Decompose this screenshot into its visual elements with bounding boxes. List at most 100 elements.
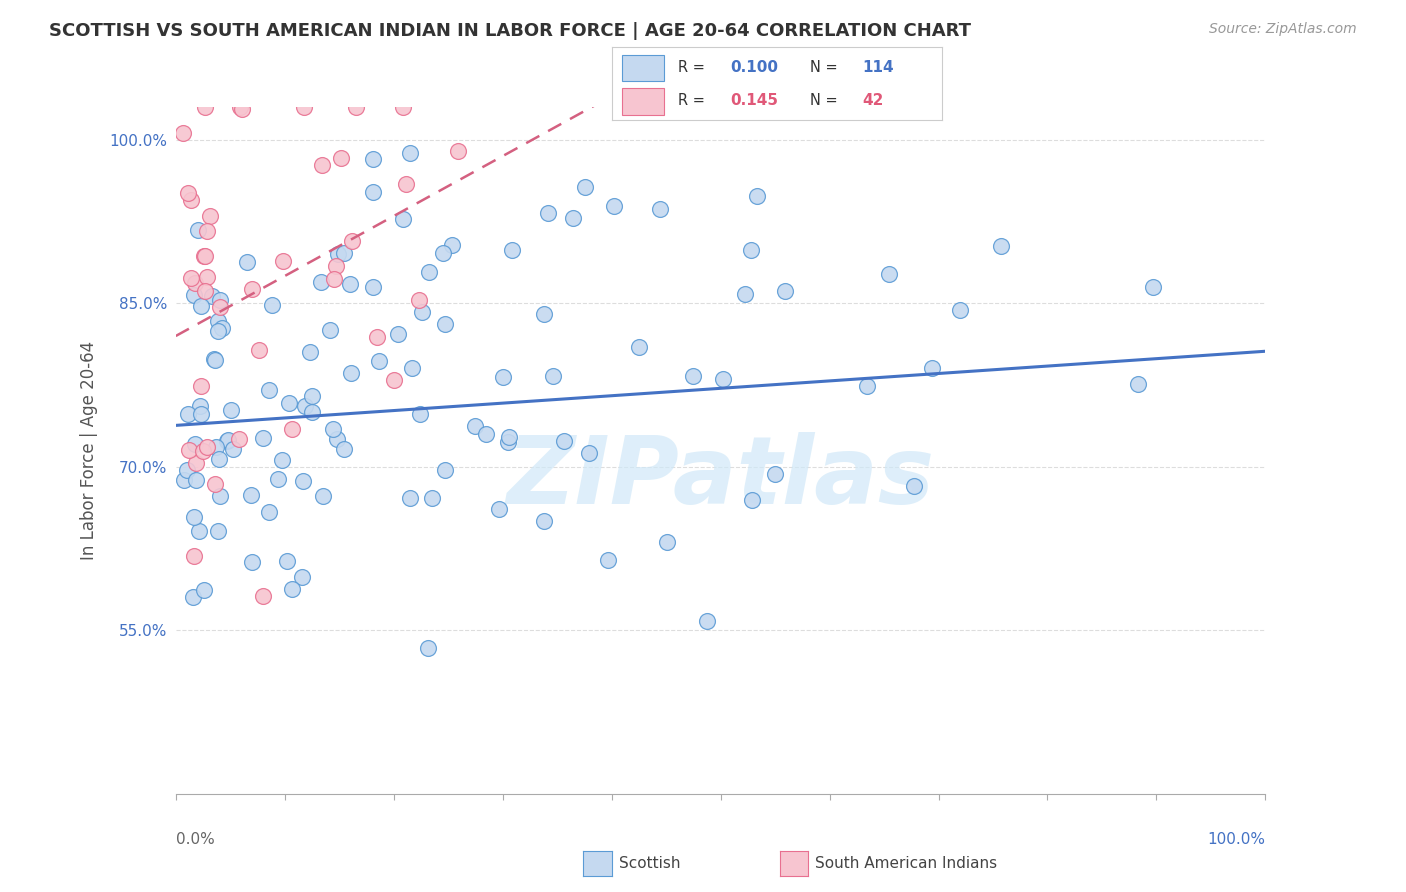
- Point: [440, 238, 463, 252]
- Point: [432, 246, 454, 260]
- Point: [239, 488, 262, 502]
- Point: [281, 582, 304, 597]
- Point: [201, 289, 224, 303]
- Point: [541, 369, 564, 384]
- Point: [325, 260, 347, 274]
- Point: [1128, 376, 1150, 391]
- FancyBboxPatch shape: [621, 88, 665, 114]
- Point: [655, 534, 678, 549]
- Text: 0.100: 0.100: [731, 60, 779, 75]
- Point: [281, 422, 304, 436]
- Point: [228, 100, 250, 114]
- Point: [741, 492, 763, 507]
- FancyBboxPatch shape: [621, 54, 665, 81]
- Point: [603, 198, 626, 212]
- Point: [773, 285, 796, 299]
- Point: [204, 352, 226, 367]
- Point: [418, 264, 440, 278]
- Point: [329, 151, 352, 165]
- Point: [257, 383, 280, 397]
- Text: Source: ZipAtlas.com: Source: ZipAtlas.com: [1209, 22, 1357, 37]
- Point: [464, 418, 486, 433]
- Point: [294, 399, 316, 413]
- Text: R =: R =: [678, 93, 709, 108]
- Point: [574, 180, 596, 194]
- Point: [260, 298, 283, 312]
- Point: [340, 234, 363, 248]
- Point: [228, 432, 250, 446]
- Point: [333, 246, 356, 260]
- Point: [291, 570, 314, 584]
- Point: [682, 368, 704, 383]
- Point: [395, 177, 418, 191]
- Point: [204, 352, 226, 367]
- Text: N =: N =: [810, 60, 842, 75]
- Point: [271, 254, 294, 268]
- Point: [183, 276, 205, 290]
- Point: [561, 211, 583, 226]
- Point: [501, 243, 523, 257]
- Point: [447, 145, 470, 159]
- Point: [204, 476, 226, 491]
- Point: [333, 442, 356, 456]
- Point: [267, 472, 290, 486]
- Text: Scottish: Scottish: [619, 856, 681, 871]
- Point: [190, 379, 212, 393]
- Point: [537, 205, 560, 219]
- Text: 0.145: 0.145: [731, 93, 779, 108]
- Point: [949, 303, 972, 318]
- Point: [745, 189, 768, 203]
- Point: [187, 524, 209, 538]
- Point: [208, 489, 231, 503]
- Point: [990, 239, 1012, 253]
- Point: [276, 554, 298, 568]
- Point: [252, 431, 274, 445]
- Point: [696, 614, 718, 628]
- Point: [207, 314, 229, 328]
- Point: [401, 360, 423, 375]
- Point: [177, 407, 200, 421]
- Point: [921, 361, 943, 376]
- Point: [740, 243, 762, 257]
- Point: [198, 209, 221, 223]
- Point: [711, 372, 734, 386]
- Point: [209, 300, 232, 314]
- Point: [207, 524, 229, 539]
- Point: [183, 549, 205, 564]
- Point: [242, 282, 264, 296]
- Point: [553, 434, 575, 449]
- Point: [179, 442, 201, 457]
- Point: [208, 452, 231, 467]
- Point: [184, 437, 207, 451]
- Point: [195, 223, 218, 237]
- Point: [236, 254, 259, 268]
- Point: [533, 307, 555, 321]
- Point: [193, 249, 215, 263]
- Text: 42: 42: [863, 93, 884, 108]
- Point: [187, 223, 209, 237]
- Point: [221, 403, 243, 417]
- Point: [173, 473, 195, 487]
- Point: [488, 501, 510, 516]
- Point: [498, 430, 520, 444]
- Text: R =: R =: [678, 60, 709, 75]
- Point: [578, 446, 600, 460]
- Y-axis label: In Labor Force | Age 20-64: In Labor Force | Age 20-64: [80, 341, 98, 560]
- Point: [323, 271, 346, 285]
- Point: [344, 100, 367, 114]
- Text: N =: N =: [810, 93, 842, 108]
- Point: [301, 405, 323, 419]
- Point: [176, 462, 198, 476]
- Point: [399, 491, 422, 505]
- Text: SCOTTISH VS SOUTH AMERICAN INDIAN IN LABOR FORCE | AGE 20-64 CORRELATION CHART: SCOTTISH VS SOUTH AMERICAN INDIAN IN LAB…: [49, 22, 972, 40]
- Point: [648, 202, 671, 217]
- Text: 0.0%: 0.0%: [176, 831, 215, 847]
- Point: [292, 100, 315, 114]
- Point: [763, 467, 786, 481]
- Point: [391, 100, 413, 114]
- Point: [409, 407, 432, 421]
- Point: [190, 407, 212, 421]
- Point: [411, 305, 433, 319]
- Point: [217, 434, 239, 448]
- Point: [252, 589, 274, 603]
